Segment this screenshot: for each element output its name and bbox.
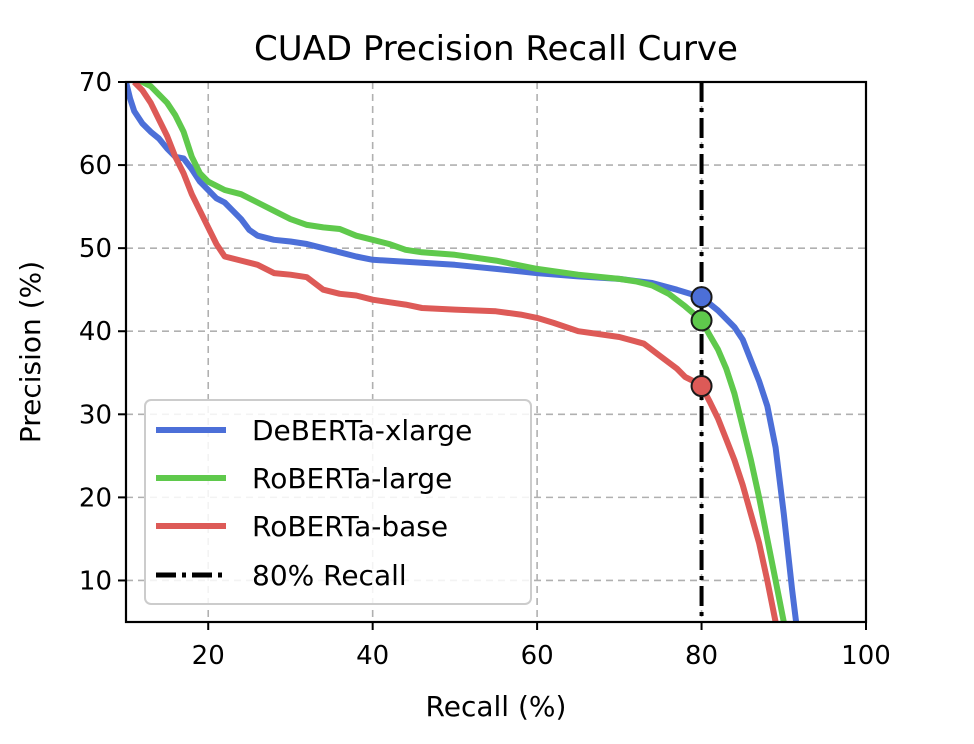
marker-roberta-large: [690, 309, 713, 332]
x-tick-label: 40: [356, 641, 389, 671]
y-tick-label: 60: [79, 151, 112, 181]
y-tick-label: 50: [79, 234, 112, 264]
series-lines: [126, 82, 800, 622]
y-tick-label: 10: [79, 566, 112, 596]
markers: [690, 286, 713, 398]
series-line-roberta-base: [132, 82, 779, 622]
legend-label-80-recall: 80% Recall: [252, 559, 407, 592]
legend-label-deberta-xlarge: DeBERTa-xlarge: [252, 414, 472, 447]
y-tick-label: 70: [79, 68, 112, 98]
plot-frame: [124, 80, 868, 624]
y-tick-label: 30: [79, 400, 112, 430]
marker-roberta-base: [690, 375, 713, 398]
x-tick-label: 80: [685, 641, 718, 671]
series-line-roberta-large: [138, 82, 787, 622]
marker-deberta-xlarge: [690, 286, 713, 309]
legend-box: [144, 399, 532, 605]
legend-label-roberta-large: RoBERTa-large: [252, 462, 452, 495]
x-tick-label: 20: [192, 641, 225, 671]
chart-title: CUAD Precision Recall Curve: [254, 29, 738, 69]
x-tick-label: 60: [521, 641, 554, 671]
x-axis-ticks: 20 40 60 80 100: [192, 622, 891, 671]
legend: DeBERTa-xlarge RoBERTa-large RoBERTa-bas…: [144, 399, 532, 605]
legend-label-roberta-base: RoBERTa-base: [252, 510, 448, 543]
y-axis-label: Precision (%): [14, 261, 47, 443]
y-tick-label: 20: [79, 483, 112, 513]
y-axis-ticks: 10 20 30 40 50 60 70: [79, 68, 126, 596]
x-axis-label: Recall (%): [426, 690, 567, 723]
x-tick-label: 100: [841, 641, 891, 671]
y-tick-label: 40: [79, 317, 112, 347]
